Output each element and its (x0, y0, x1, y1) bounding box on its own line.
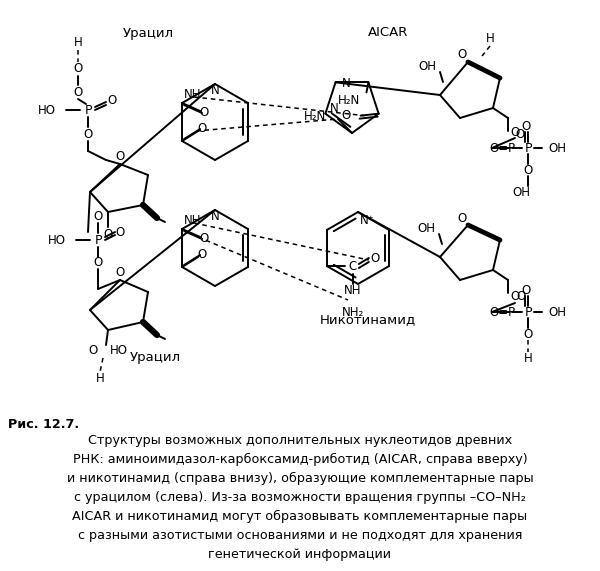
Text: N: N (331, 102, 339, 115)
Text: N: N (341, 77, 350, 90)
Text: O=P: O=P (489, 142, 515, 155)
Text: O: O (73, 86, 83, 99)
Text: Рис. 12.7.: Рис. 12.7. (8, 418, 79, 431)
Text: Структуры возможных дополнительных нуклеотидов древних: Структуры возможных дополнительных нукле… (88, 434, 512, 447)
Text: O: O (521, 119, 530, 132)
Text: OH: OH (417, 222, 435, 235)
Text: O: O (83, 127, 92, 140)
Text: O: O (115, 267, 125, 279)
Text: H: H (74, 35, 82, 49)
Text: O: O (521, 283, 530, 296)
Text: O: O (73, 62, 83, 75)
Text: P: P (84, 103, 92, 116)
Text: O: O (89, 344, 98, 357)
Text: O: O (199, 107, 209, 119)
Text: HO: HO (110, 344, 128, 357)
Text: с разными азотистыми основаниями и не подходят для хранения: с разными азотистыми основаниями и не по… (78, 529, 522, 542)
Text: O: O (515, 127, 524, 140)
Text: AICAR: AICAR (368, 26, 408, 39)
Text: O: O (523, 328, 533, 340)
Text: O: O (115, 151, 125, 163)
Text: и никотинамид (справа внизу), образующие комплементарные пары: и никотинамид (справа внизу), образующие… (67, 472, 533, 485)
Text: с урацилом (слева). Из-за возможности вращения группы –CO–NH₂: с урацилом (слева). Из-за возможности вр… (74, 491, 526, 504)
Text: H₂N: H₂N (338, 94, 361, 107)
Text: O: O (199, 232, 209, 246)
Text: NH₂: NH₂ (342, 305, 364, 319)
Text: O: O (511, 126, 520, 139)
Text: NH: NH (184, 215, 202, 227)
Text: H: H (95, 372, 104, 385)
Text: C: C (349, 259, 357, 272)
Text: AICAR и никотинамид могут образовывать комплементарные пары: AICAR и никотинамид могут образовывать к… (73, 510, 527, 523)
Text: O: O (516, 289, 525, 303)
Text: O: O (94, 256, 103, 270)
Text: OH: OH (548, 305, 566, 319)
Text: O=P: O=P (489, 305, 515, 319)
Text: N: N (211, 85, 220, 98)
Text: P: P (524, 305, 532, 319)
Text: OH: OH (512, 186, 530, 199)
Text: N: N (211, 211, 220, 223)
Text: O: O (457, 49, 467, 62)
Text: Никотинамид: Никотинамид (320, 313, 416, 327)
Text: РНК: аминоимидазол-карбоксамид-риботид (AICAR, справа вверху): РНК: аминоимидазол-карбоксамид-риботид (… (73, 453, 527, 466)
Text: O: O (107, 94, 116, 107)
Text: Урацил: Урацил (130, 351, 181, 364)
Text: NH: NH (184, 89, 202, 102)
Text: H₂N: H₂N (304, 111, 326, 123)
Text: N⁺: N⁺ (360, 214, 375, 227)
Text: H: H (524, 352, 532, 364)
Text: Урацил: Урацил (122, 26, 173, 39)
Text: NH: NH (344, 283, 362, 296)
Text: O: O (197, 122, 207, 135)
Text: P: P (94, 234, 102, 247)
Text: O: O (94, 211, 103, 223)
Text: генетической информации: генетической информации (209, 548, 392, 561)
Text: O: O (197, 247, 207, 260)
Text: O: O (115, 226, 125, 239)
Text: HO: HO (38, 103, 56, 116)
Text: O: O (370, 251, 379, 264)
Text: O: O (523, 163, 533, 176)
Text: O: O (457, 211, 467, 224)
Text: HO: HO (48, 234, 66, 247)
Text: OH: OH (548, 142, 566, 155)
Text: OH: OH (418, 59, 436, 73)
Text: O: O (103, 227, 113, 240)
Text: O: O (341, 109, 350, 122)
Text: O: O (511, 291, 520, 304)
Text: H: H (485, 31, 494, 45)
Text: P: P (524, 142, 532, 155)
